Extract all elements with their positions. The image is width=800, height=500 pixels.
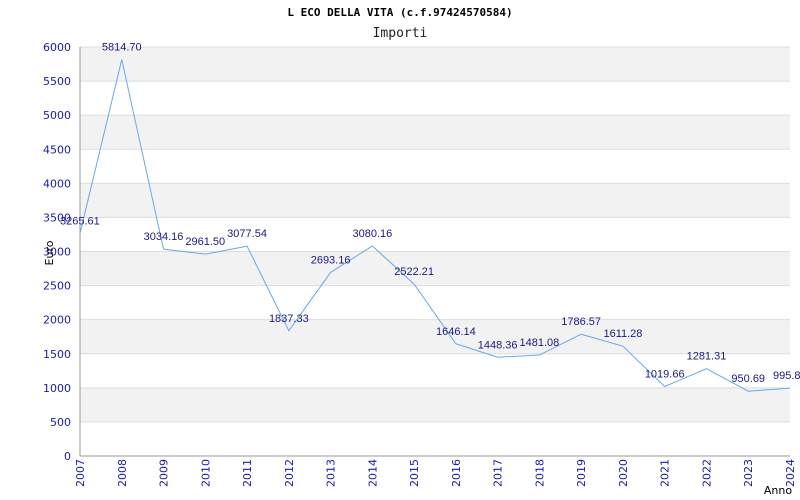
x-tick-label: 2014 [366,459,379,487]
y-tick-label: 2000 [43,314,71,327]
x-tick-label: 2008 [116,459,129,487]
y-tick-label: 1000 [43,382,71,395]
data-label: 2522.21 [394,266,434,278]
x-tick-label: 2016 [450,459,463,487]
y-tick-label: 1500 [43,348,71,361]
x-tick-label: 2024 [784,459,797,487]
data-label: 3077.54 [227,228,267,240]
x-tick-label: 2022 [700,459,713,487]
data-label: 1481.08 [520,337,560,349]
y-tick-label: 5500 [43,75,71,88]
x-axis-label: Anno [764,484,792,497]
data-label: 1281.31 [687,351,727,363]
x-tick-label: 2017 [492,459,505,487]
data-label: 1611.28 [603,328,642,340]
x-tick-label: 2019 [575,459,588,487]
x-tick-label: 2018 [533,459,546,487]
x-tick-label: 2015 [408,459,421,487]
data-label: 3080.16 [352,228,392,240]
plot-band [80,319,790,354]
y-tick-label: 2500 [43,280,71,293]
y-tick-label: 3500 [43,211,71,224]
plot-band [80,251,790,286]
y-tick-label: 3000 [43,246,71,259]
data-label: 1837.33 [269,313,309,325]
plot-band [80,115,790,150]
y-tick-labels: 0 500 1000 1500 2000 2500 3000 3500 4000 4500 5000… [43,41,71,463]
chart-subtitle: Importi [373,26,428,41]
y-tick-label: 0 [64,450,71,463]
data-label: 950.69 [731,373,765,385]
data-label: 5814.70 [102,42,142,54]
data-label: 3265.61 [60,215,100,227]
data-label: 3034.16 [144,231,184,243]
plot-band [80,149,790,184]
y-tick-label: 4000 [43,177,71,190]
plot-band [80,217,790,252]
chart-title: L ECO DELLA VITA (c.f.97424570584) [287,6,512,19]
plot-band [80,387,790,422]
data-label: 1448.36 [478,339,518,351]
data-label: 1019.66 [645,368,685,380]
x-tick-label: 2013 [325,459,338,487]
y-tick-label: 500 [50,416,71,429]
plot-band [80,47,790,82]
x-tick-label: 2023 [742,459,755,487]
plot-band [80,183,790,218]
x-tick-label: 2021 [659,459,672,487]
x-tick-label: 2012 [283,459,296,487]
plot-band [80,353,790,388]
x-tick-labels: 2007 2008 2009 2010 2011 2012 2013 2014 2015 2016… [74,459,797,487]
plot-band [80,421,790,456]
plot-band [80,81,790,116]
y-tick-label: 6000 [43,41,71,54]
x-tick-label: 2011 [241,459,254,487]
x-tick-label: 2010 [199,459,212,487]
y-axis-label: Euro [43,240,56,265]
data-label: 2961.50 [185,236,225,248]
x-tick-label: 2007 [74,459,87,487]
data-label: 1646.14 [436,326,476,338]
y-tick-label: 5000 [43,109,71,122]
x-tick-label: 2020 [617,459,630,487]
y-tick-label: 4500 [43,143,71,156]
series-line [79,59,791,392]
x-tick-label: 2009 [158,459,171,487]
data-label: 2693.16 [311,254,351,266]
data-label: 995.8 [773,370,800,382]
data-label: 1786.57 [561,316,601,328]
